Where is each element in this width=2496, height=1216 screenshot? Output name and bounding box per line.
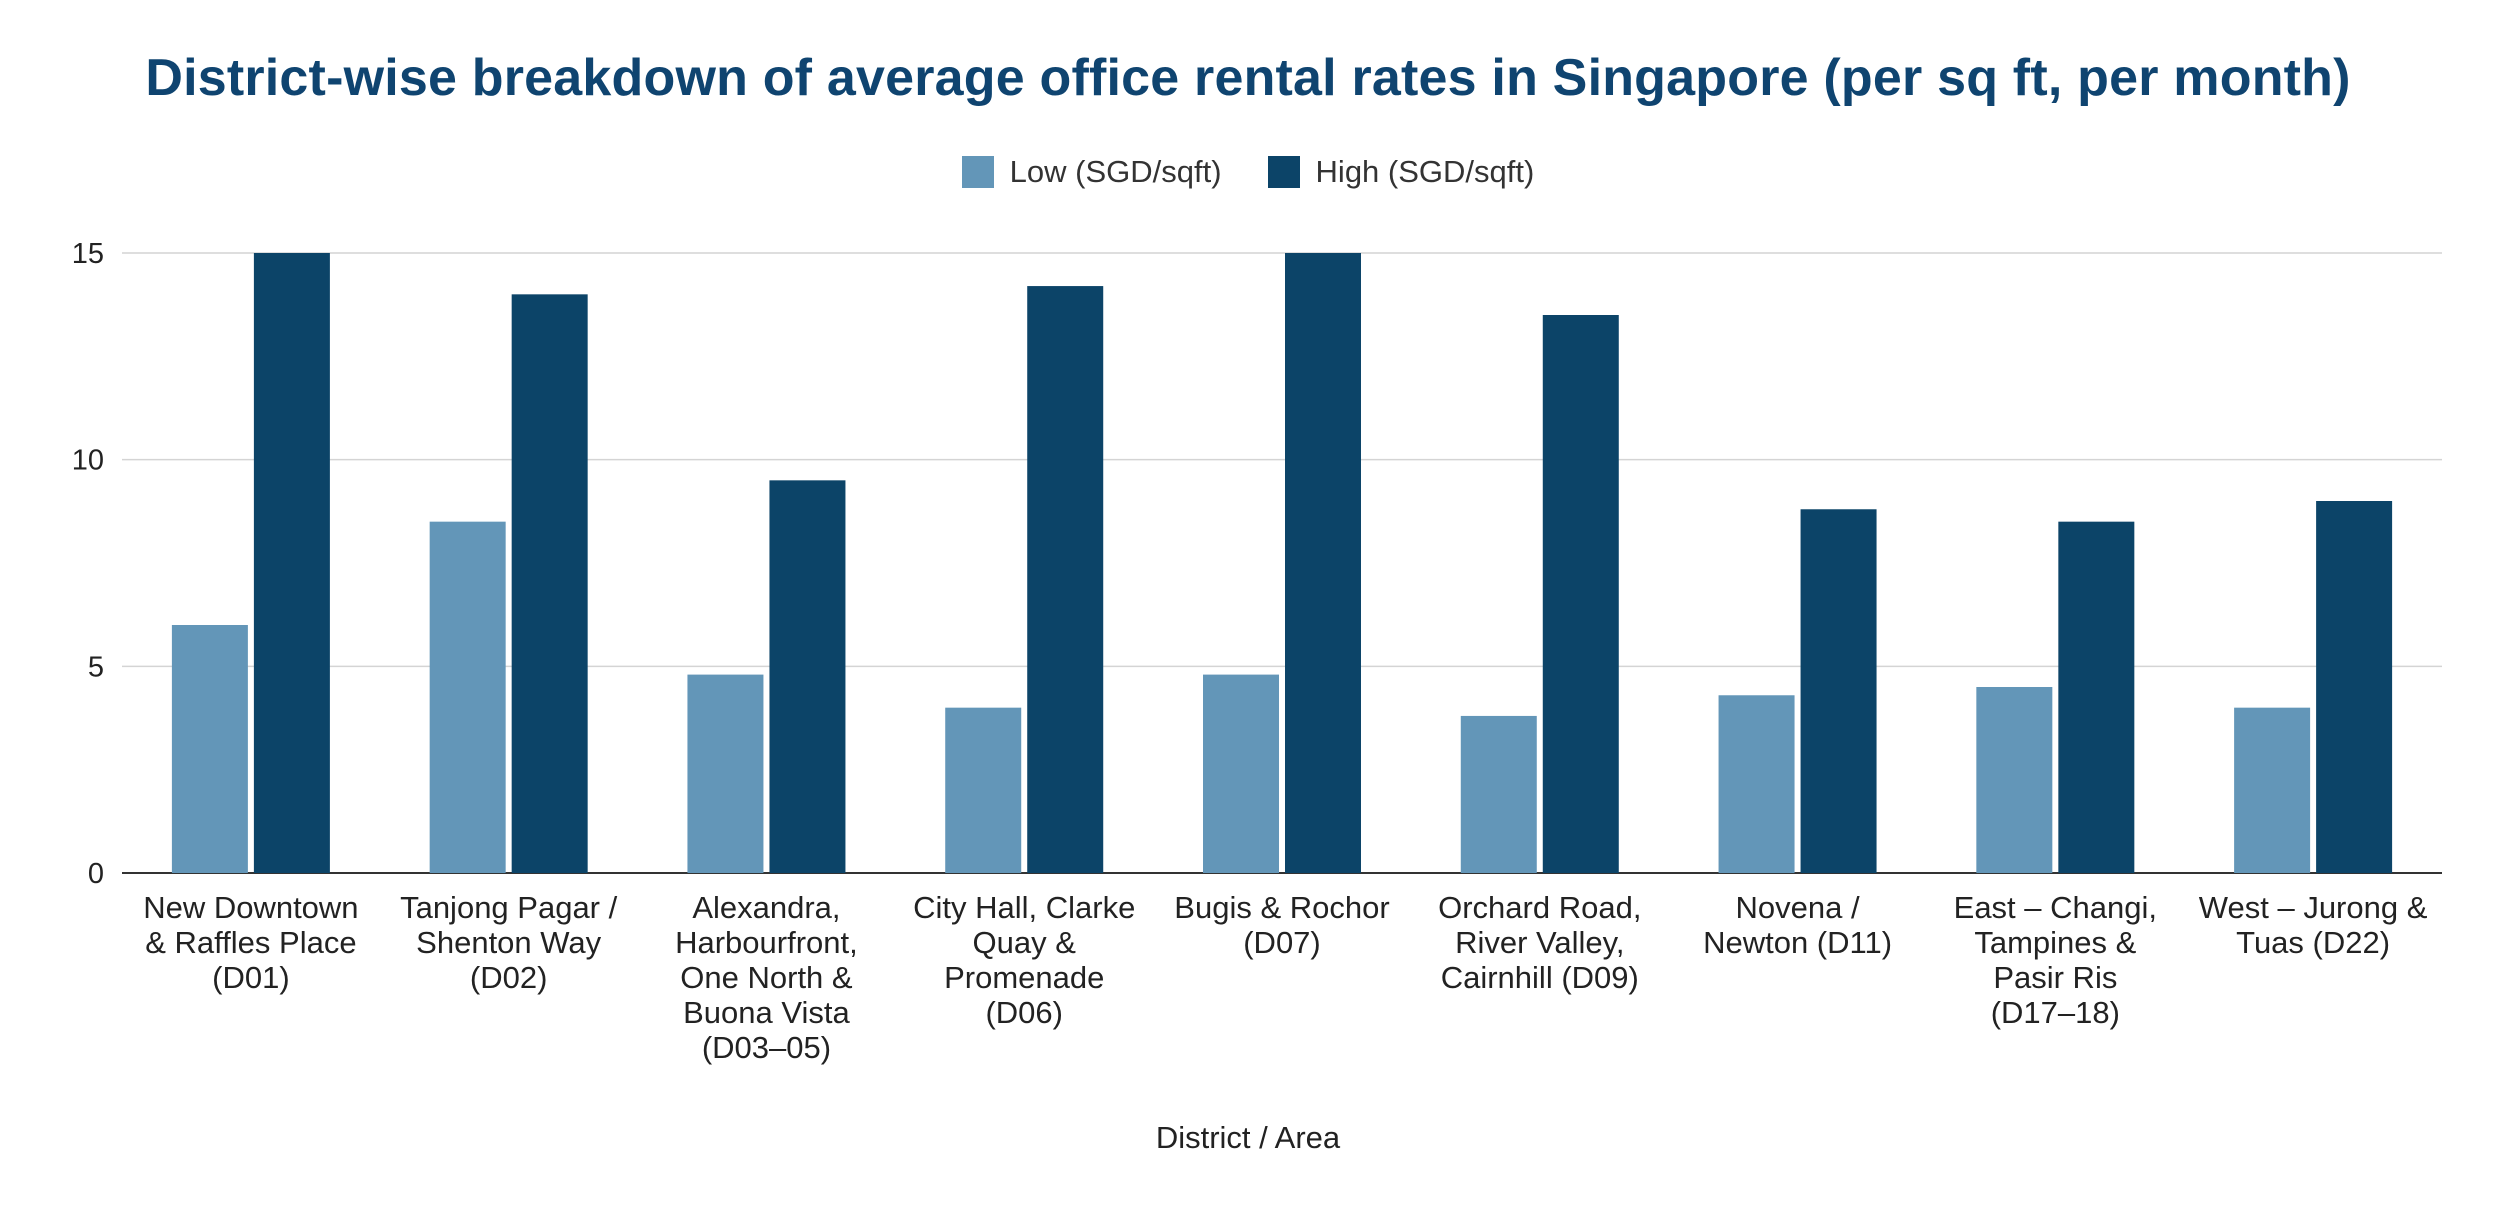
x-tick-label-line: Novena / [1736, 890, 1860, 925]
x-tick-label: City Hall, Clarke Quay & Promenade (D06) [913, 890, 1135, 1030]
x-tick-label-line: Tuas (D22) [2236, 925, 2390, 960]
legend-swatch-high [1267, 156, 1300, 188]
x-tick-label: Orchard Road, River Valley, Cairnhill (D09… [1438, 890, 1641, 995]
bar-low [1718, 695, 1795, 873]
x-tick-label-line: Harbourfront, [675, 925, 858, 960]
x-tick-label-line: (D07) [1243, 925, 1321, 960]
bar-high [253, 253, 330, 873]
bar-low [2234, 707, 2311, 873]
bar-high [2316, 501, 2393, 873]
x-tick-label-line: Quay & [973, 925, 1077, 960]
y-tick-label: 0 [88, 858, 104, 890]
bar-low [945, 707, 1022, 873]
x-tick-label: Novena / Newton (D11) [1703, 890, 1892, 960]
x-tick-label: Bugis & Rochor (D07) [1174, 890, 1389, 960]
x-tick-label-line: Promenade [944, 960, 1104, 995]
x-tick-label-line: Buona Vista [683, 995, 850, 1030]
x-tick-label-line: & Raffles Place [145, 925, 356, 960]
bar-low [687, 674, 764, 873]
legend-item-high: High (SGD/sqft) [1267, 154, 1535, 190]
x-tick-label: Alexandra, Harbourfront, One North & Buona … [675, 890, 858, 1065]
x-tick-label: East – Changi, Tampines & Pasir Ris (D17–18… [1954, 890, 2157, 1030]
x-tick-label-line: Newton (D11) [1703, 925, 1892, 960]
x-tick-label-line: (D06) [985, 995, 1063, 1030]
x-tick-label-line: Bugis & Rochor [1174, 890, 1389, 925]
x-tick-label-line: West – Jurong & [2199, 890, 2428, 925]
x-tick-label-line: Alexandra, [692, 890, 840, 925]
bar-high [511, 294, 588, 873]
legend-swatch-low [961, 156, 994, 188]
bar-high [2058, 521, 2135, 873]
bar-low [1203, 674, 1279, 873]
bar-low [1976, 687, 2053, 873]
x-tick-label-line: (D02) [470, 960, 548, 995]
x-tick-label-line: (D17–18) [1991, 995, 2120, 1030]
y-tick-label: 10 [72, 445, 104, 477]
x-tick-label-line: (D03–05) [702, 1030, 831, 1065]
bar-high [769, 480, 846, 873]
bar-low [429, 521, 506, 873]
x-tick-label-line: Shenton Way [416, 925, 601, 960]
bar-low [171, 625, 248, 873]
bar-high [1027, 286, 1104, 874]
bar-high [1800, 509, 1877, 873]
legend-label-low: Low (SGD/sqft) [1009, 154, 1222, 189]
x-tick-label-line: Tampines & [1974, 925, 2136, 960]
x-axis-title: District / Area [1155, 1120, 1341, 1155]
x-tick-label-line: River Valley, [1455, 925, 1624, 960]
x-tick-label: Tanjong Pagar / Shenton Way (D02) [400, 890, 618, 995]
legend: Low (SGD/sqft) High (SGD/sqft) [0, 154, 2496, 190]
x-tick-label-line: Tanjong Pagar / [400, 890, 618, 925]
legend-label-high: High (SGD/sqft) [1315, 154, 1535, 189]
x-tick-label-line: (D01) [212, 960, 290, 995]
y-tick-label: 5 [88, 651, 104, 683]
x-tick-label-line: Pasir Ris [1993, 960, 2117, 995]
x-tick-label-line: New Downtown [143, 890, 358, 925]
chart-title: District-wise breakdown of average offic… [145, 49, 2351, 107]
x-tick-label-line: East – Changi, [1954, 890, 2157, 925]
bar-low [1460, 715, 1537, 873]
y-tick-label: 15 [72, 238, 104, 270]
x-tick-label-line: Cairnhill (D09) [1441, 960, 1639, 995]
x-tick-label-line: One North & [680, 960, 853, 995]
x-tick-label-line: Orchard Road, [1438, 890, 1641, 925]
x-tick-label-line: City Hall, Clarke [913, 890, 1135, 925]
x-tick-label: West – Jurong & Tuas (D22) [2199, 890, 2428, 960]
x-tick-label: New Downtown & Raffles Place (D01) [143, 890, 358, 995]
legend-item-low: Low (SGD/sqft) [961, 154, 1222, 190]
bar-high [1285, 253, 1361, 873]
bar-high [1542, 315, 1619, 873]
